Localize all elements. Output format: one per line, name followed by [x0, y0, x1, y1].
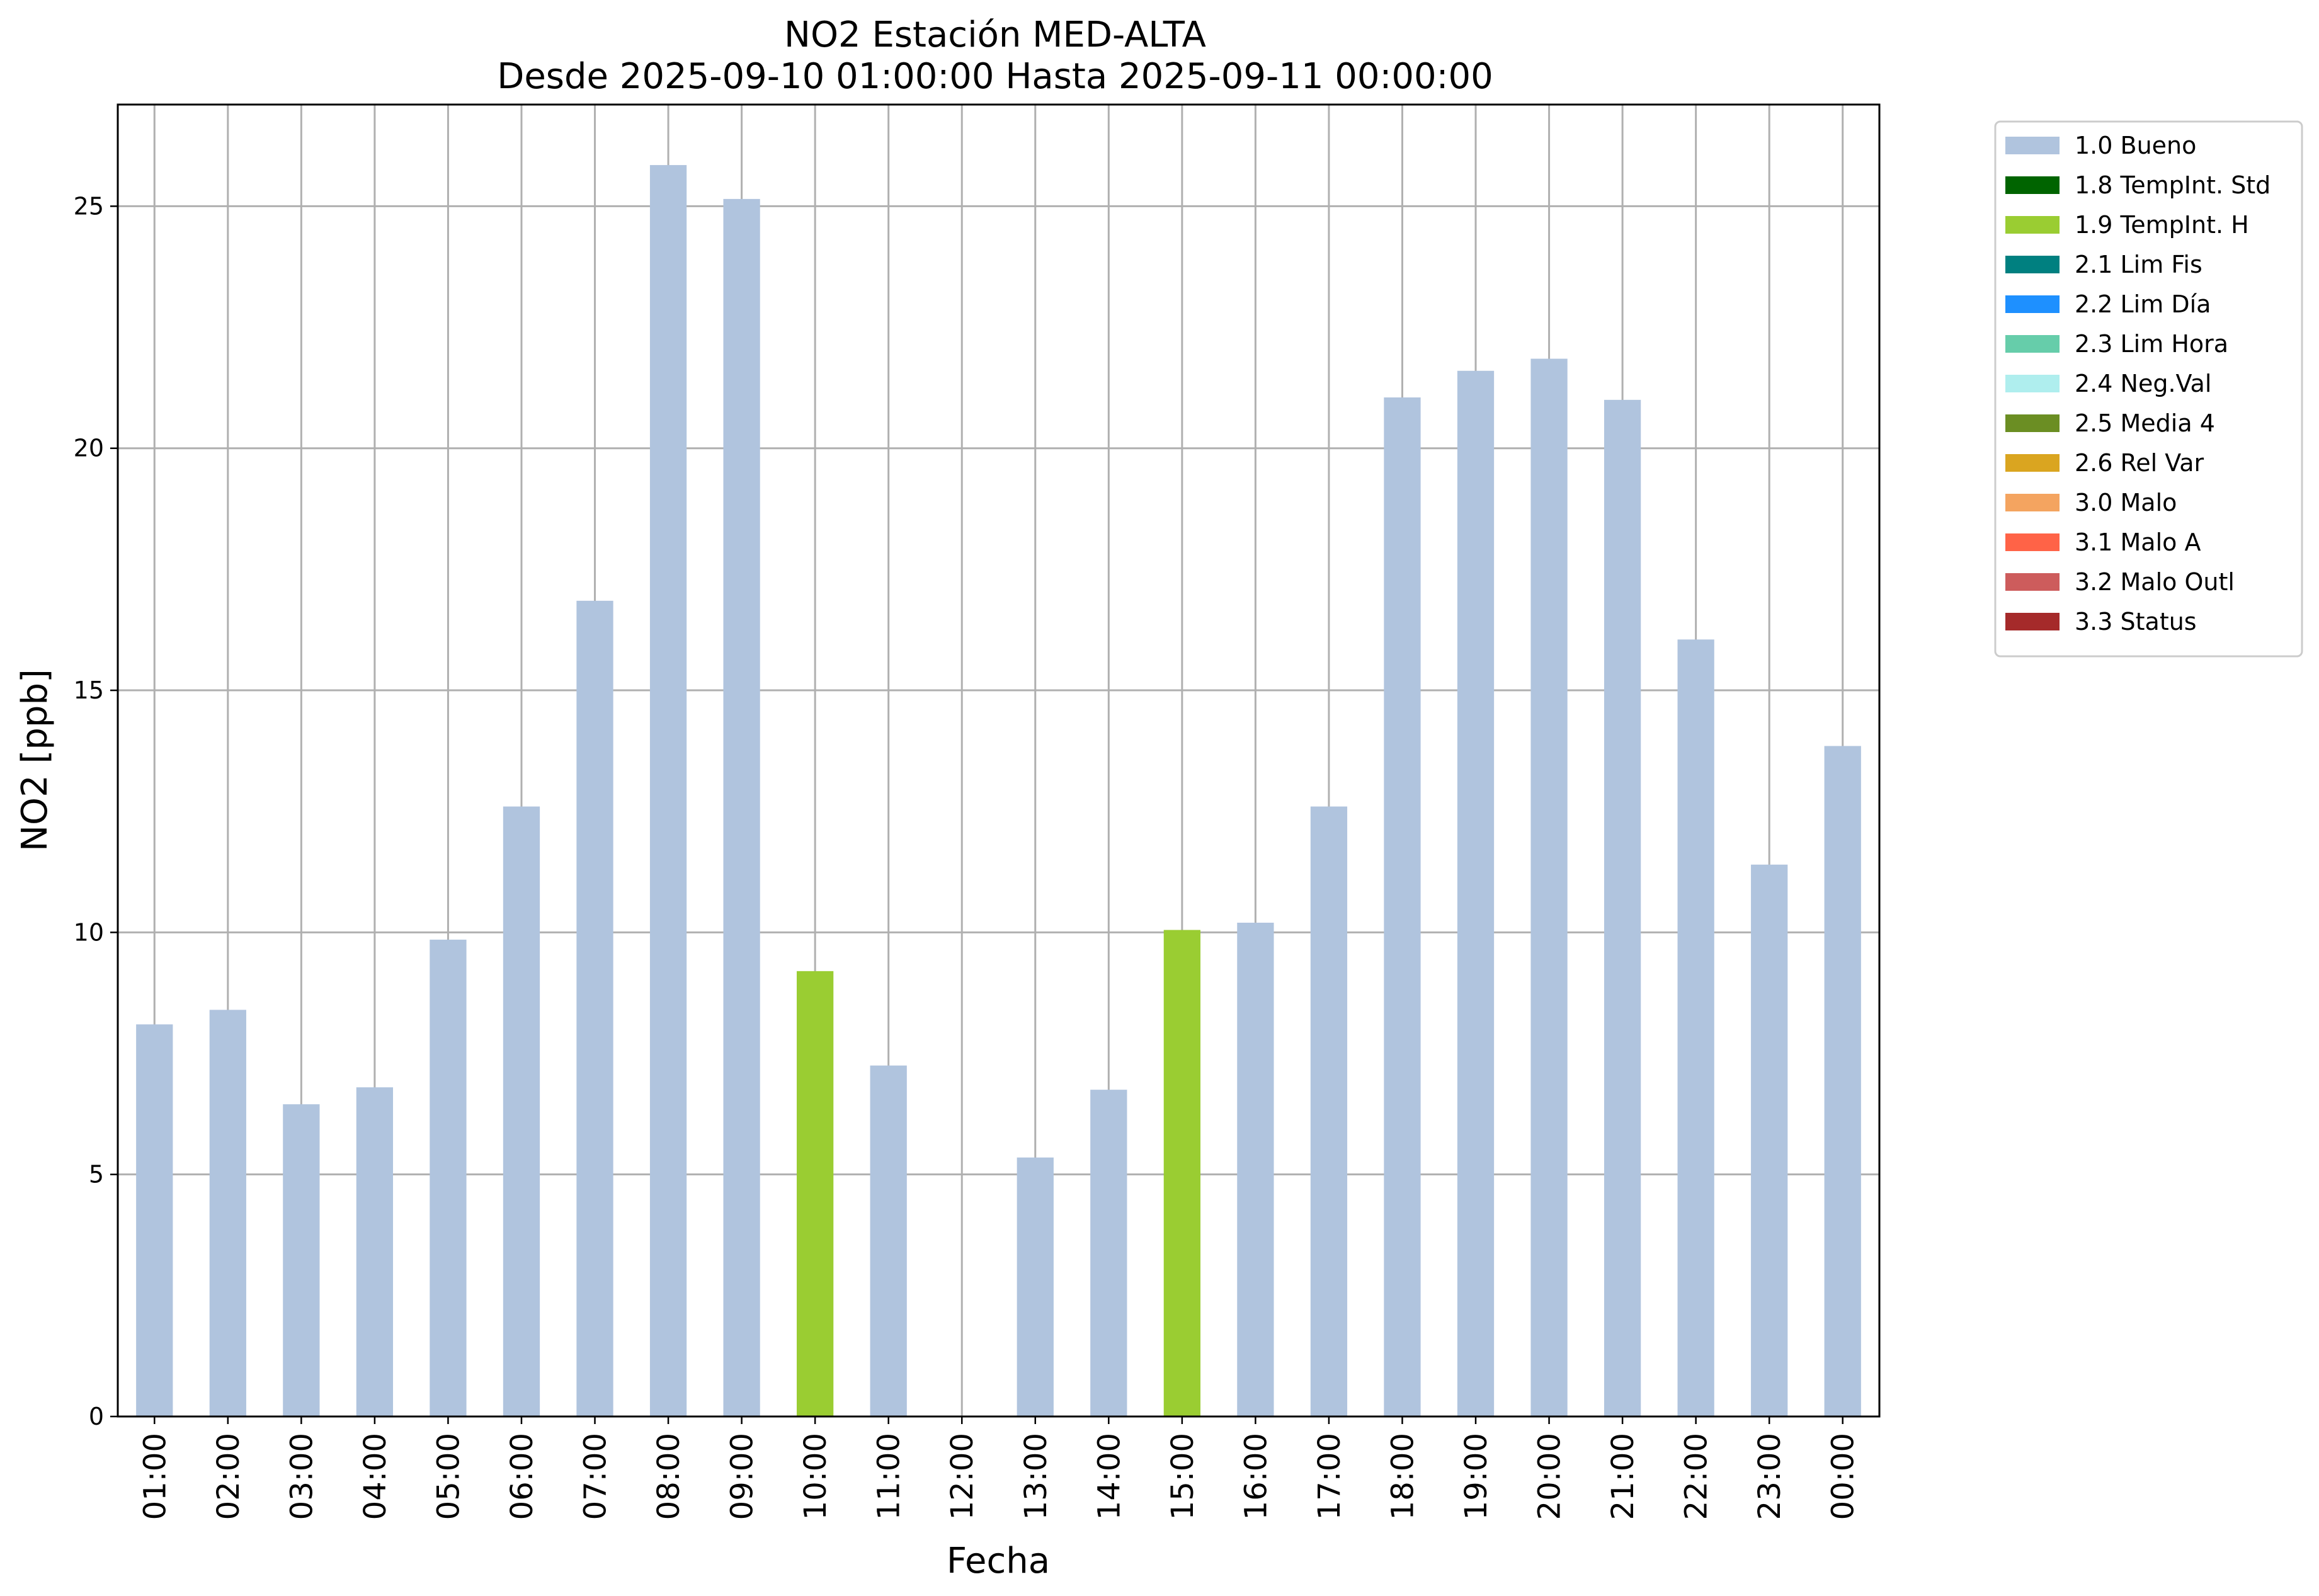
- x-tick-label: 03:00: [284, 1433, 319, 1520]
- bar-0000: [1824, 746, 1861, 1416]
- y-tick-label: 0: [89, 1403, 104, 1430]
- legend-label: 2.5 Media 4: [2075, 409, 2215, 437]
- x-tick-label: 01:00: [137, 1433, 173, 1520]
- x-tick-label: 06:00: [504, 1433, 540, 1520]
- chart-title: NO2 Estación MED-ALTA: [784, 14, 1206, 55]
- x-tick-label: 13:00: [1018, 1433, 1054, 1520]
- chart-subtitle: Desde 2025-09-10 01:00:00 Hasta 2025-09-…: [497, 56, 1493, 97]
- y-tick-label: 5: [89, 1161, 104, 1188]
- legend-swatch: [2005, 216, 2060, 234]
- bar-0600: [503, 806, 540, 1416]
- y-tick-label: 15: [74, 676, 104, 704]
- bar-0700: [576, 600, 613, 1416]
- plot-frame: [117, 103, 1881, 1418]
- x-tick-label: 23:00: [1752, 1433, 1787, 1520]
- bar-1500: [1163, 930, 1200, 1416]
- x-tick-label: 07:00: [578, 1433, 613, 1520]
- legend-label: 1.8 TempInt. Std: [2075, 171, 2271, 199]
- legend-swatch: [2005, 533, 2060, 551]
- x-tick-label: 14:00: [1091, 1433, 1127, 1520]
- x-tick-label: 02:00: [211, 1433, 246, 1520]
- legend-label: 3.0 Malo: [2075, 489, 2177, 516]
- x-tick-label: 09:00: [725, 1433, 760, 1520]
- legend: 1.0 Bueno 1.8 TempInt. Std 1.9 TempInt. H 2…: [1994, 120, 2303, 658]
- bar-1400: [1090, 1090, 1127, 1416]
- legend-label: 2.4 Neg.Val: [2075, 370, 2211, 397]
- x-tick-label: 19:00: [1459, 1433, 1494, 1520]
- x-tick-label: 15:00: [1165, 1433, 1200, 1520]
- legend-label: 1.0 Bueno: [2075, 132, 2196, 159]
- legend-label: 3.2 Malo Outl: [2075, 568, 2235, 596]
- y-tick-label: 10: [74, 918, 104, 946]
- x-tick-label: 12:00: [945, 1433, 980, 1520]
- bar-2300: [1751, 864, 1788, 1416]
- x-tick-label: 10:00: [798, 1433, 833, 1520]
- legend-label: 2.2 Lim Día: [2075, 290, 2211, 318]
- legend-swatch: [2005, 613, 2060, 630]
- bar-1000: [797, 971, 834, 1416]
- y-axis-ticks: 0 5 10 15 20 25: [74, 192, 118, 1430]
- bar-0100: [136, 1024, 173, 1416]
- legend-label: 2.3 Lim Hora: [2075, 330, 2228, 358]
- x-tick-label: 16:00: [1238, 1433, 1273, 1520]
- x-tick-label: 05:00: [431, 1433, 466, 1520]
- legend-label: 3.1 Malo A: [2075, 528, 2201, 556]
- legend-swatch: [2005, 176, 2060, 194]
- y-tick-label: 20: [74, 435, 104, 462]
- legend-swatch: [2005, 335, 2060, 353]
- bar-2100: [1604, 399, 1641, 1416]
- legend-swatch: [2005, 375, 2060, 392]
- bar-0500: [430, 939, 467, 1416]
- bar-0900: [723, 198, 760, 1416]
- x-tick-label: 18:00: [1385, 1433, 1420, 1520]
- legend-label: 1.9 TempInt. H: [2075, 211, 2249, 239]
- x-tick-label: 21:00: [1605, 1433, 1641, 1520]
- legend-frame: [1994, 120, 2303, 658]
- legend-label: 2.1 Lim Fis: [2075, 251, 2202, 278]
- legend-label: 3.3 Status: [2075, 608, 2197, 636]
- y-axis-label: NO2 [ppb]: [14, 669, 55, 852]
- x-tick-label: 08:00: [651, 1433, 687, 1520]
- x-tick-label: 04:00: [358, 1433, 393, 1520]
- bar-0800: [649, 165, 687, 1416]
- bar-1700: [1310, 806, 1348, 1416]
- legend-swatch: [2005, 454, 2060, 472]
- bar-2200: [1677, 639, 1714, 1416]
- bar-1800: [1384, 397, 1421, 1417]
- legend-label: 2.6 Rel Var: [2075, 449, 2204, 477]
- bar-1100: [870, 1065, 907, 1416]
- x-tick-label: 00:00: [1826, 1433, 1861, 1520]
- legend-swatch: [2005, 256, 2060, 273]
- bar-1600: [1237, 922, 1274, 1416]
- bar-0300: [283, 1104, 320, 1416]
- bar-1900: [1457, 370, 1495, 1417]
- bars: [136, 165, 1861, 1417]
- x-axis-ticks: 01:00 02:00 03:00 04:00 05:00 06:00 07:00 08:00…: [137, 1416, 1861, 1520]
- legend-swatch: [2005, 295, 2060, 313]
- bar-1300: [1017, 1157, 1054, 1416]
- x-tick-label: 17:00: [1312, 1433, 1347, 1520]
- legend-swatch: [2005, 137, 2060, 154]
- x-tick-label: 11:00: [872, 1433, 907, 1520]
- bar-0400: [356, 1087, 394, 1416]
- legend-swatch: [2005, 414, 2060, 432]
- y-tick-label: 25: [74, 192, 104, 220]
- x-tick-label: 22:00: [1679, 1433, 1714, 1520]
- bar-2000: [1530, 358, 1568, 1416]
- x-tick-label: 20:00: [1532, 1433, 1568, 1520]
- legend-swatch: [2005, 573, 2060, 591]
- legend-swatch: [2005, 494, 2060, 511]
- bar-0200: [209, 1010, 246, 1416]
- x-axis-label: Fecha: [947, 1541, 1050, 1582]
